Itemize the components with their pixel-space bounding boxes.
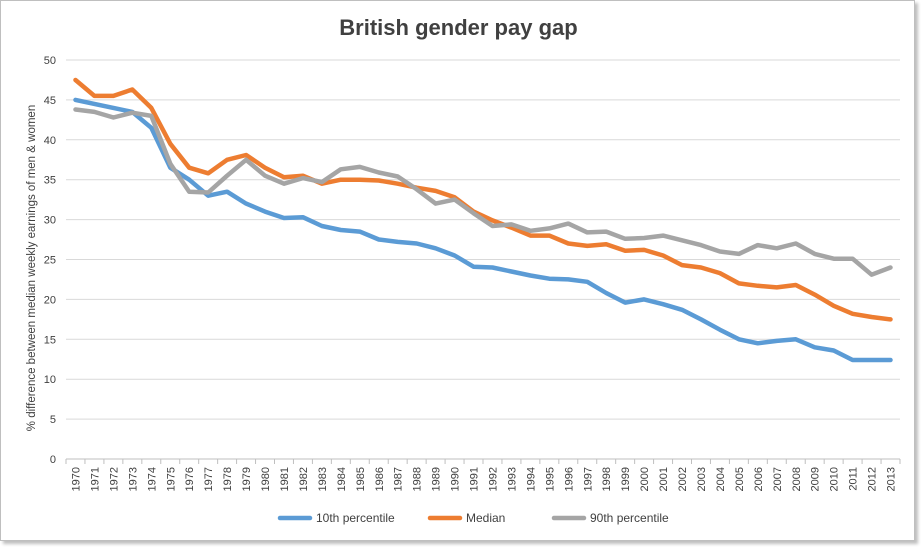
y-tick-label: 0: [50, 454, 56, 466]
x-tick-label: 1990: [450, 467, 462, 491]
x-tick-label: 2007: [772, 467, 784, 491]
x-axis-ticks: 1970 1971 1972 1973 1974 1975 1976 1977 1978 1979…: [65, 458, 901, 491]
x-tick-label: 1997: [582, 467, 594, 491]
x-tick-label: 1999: [620, 467, 632, 491]
x-tick-label: 1985: [355, 467, 367, 491]
x-tick-label: 1975: [165, 467, 177, 491]
x-tick-label: 1978: [222, 467, 234, 491]
y-tick-label: 50: [44, 55, 56, 67]
x-tick-label: 1972: [108, 467, 120, 491]
legend-item-median: Median: [427, 511, 505, 525]
x-tick-label: 1994: [525, 467, 537, 491]
x-tick-label: 1974: [146, 467, 158, 491]
y-tick-label: 20: [44, 294, 56, 306]
x-tick-label: 2001: [658, 467, 670, 491]
chart-title: British gender pay gap: [339, 15, 578, 40]
x-tick-label: 1981: [279, 467, 291, 491]
y-tick-label: 40: [44, 135, 56, 147]
x-tick-label: 1982: [298, 467, 310, 491]
legend-label: 10th percentile: [316, 511, 395, 525]
x-tick-label: 2005: [734, 467, 746, 491]
series-line-90th-percentile: [73, 107, 893, 277]
x-tick-label: 1971: [89, 467, 101, 491]
x-tick-label: 2006: [753, 467, 765, 491]
y-tick-label: 25: [44, 255, 56, 267]
x-tick-label: 2004: [715, 467, 727, 491]
y-tick-label: 45: [44, 95, 56, 107]
x-tick-label: 2013: [886, 467, 898, 491]
legend: 10th percentile Median 90th percentile: [277, 511, 669, 525]
x-tick-label: 1989: [431, 467, 443, 491]
series-line-median: [73, 77, 893, 322]
legend-label: 90th percentile: [590, 511, 669, 525]
series-line-10th-percentile: [73, 97, 893, 363]
y-tick-label: 30: [44, 215, 56, 227]
y-tick-label: 5: [50, 414, 56, 426]
legend-item-90th-percentile: 90th percentile: [551, 511, 669, 525]
x-tick-label: 2002: [677, 467, 689, 491]
legend-label: Median: [466, 511, 505, 525]
x-tick-label: 1988: [412, 467, 424, 491]
y-axis-ticks: 0 5 10 15 20 25 30 35 40 45 50: [44, 55, 56, 466]
x-tick-label: 1993: [506, 467, 518, 491]
x-tick-label: 1986: [374, 467, 386, 491]
x-tick-label: 1996: [563, 467, 575, 491]
x-tick-label: 2000: [639, 467, 651, 491]
x-tick-label: 1991: [469, 467, 481, 491]
x-tick-label: 1976: [184, 467, 196, 491]
gridlines: [66, 59, 900, 460]
x-tick-label: 2011: [848, 467, 860, 491]
x-tick-label: 1992: [487, 467, 499, 491]
x-tick-label: 2009: [810, 467, 822, 491]
x-tick-label: 2010: [829, 467, 841, 491]
x-tick-label: 1987: [393, 467, 405, 491]
x-tick-label: 2003: [696, 467, 708, 491]
y-tick-label: 15: [44, 334, 56, 346]
x-tick-label: 1970: [70, 467, 82, 491]
x-tick-label: 2008: [791, 467, 803, 491]
y-tick-label: 35: [44, 175, 56, 187]
legend-item-10th-percentile: 10th percentile: [277, 511, 395, 525]
x-tick-label: 2012: [867, 467, 879, 491]
x-tick-label: 1973: [127, 467, 139, 491]
x-tick-label: 1977: [203, 467, 215, 491]
x-tick-label: 1998: [601, 467, 613, 491]
y-tick-label: 10: [44, 374, 56, 386]
x-tick-label: 1980: [260, 467, 272, 491]
x-tick-label: 1984: [336, 467, 348, 491]
x-tick-label: 1995: [544, 467, 556, 491]
series-lines: [73, 77, 893, 363]
x-tick-label: 1983: [317, 467, 329, 491]
x-tick-label: 1979: [241, 467, 253, 491]
